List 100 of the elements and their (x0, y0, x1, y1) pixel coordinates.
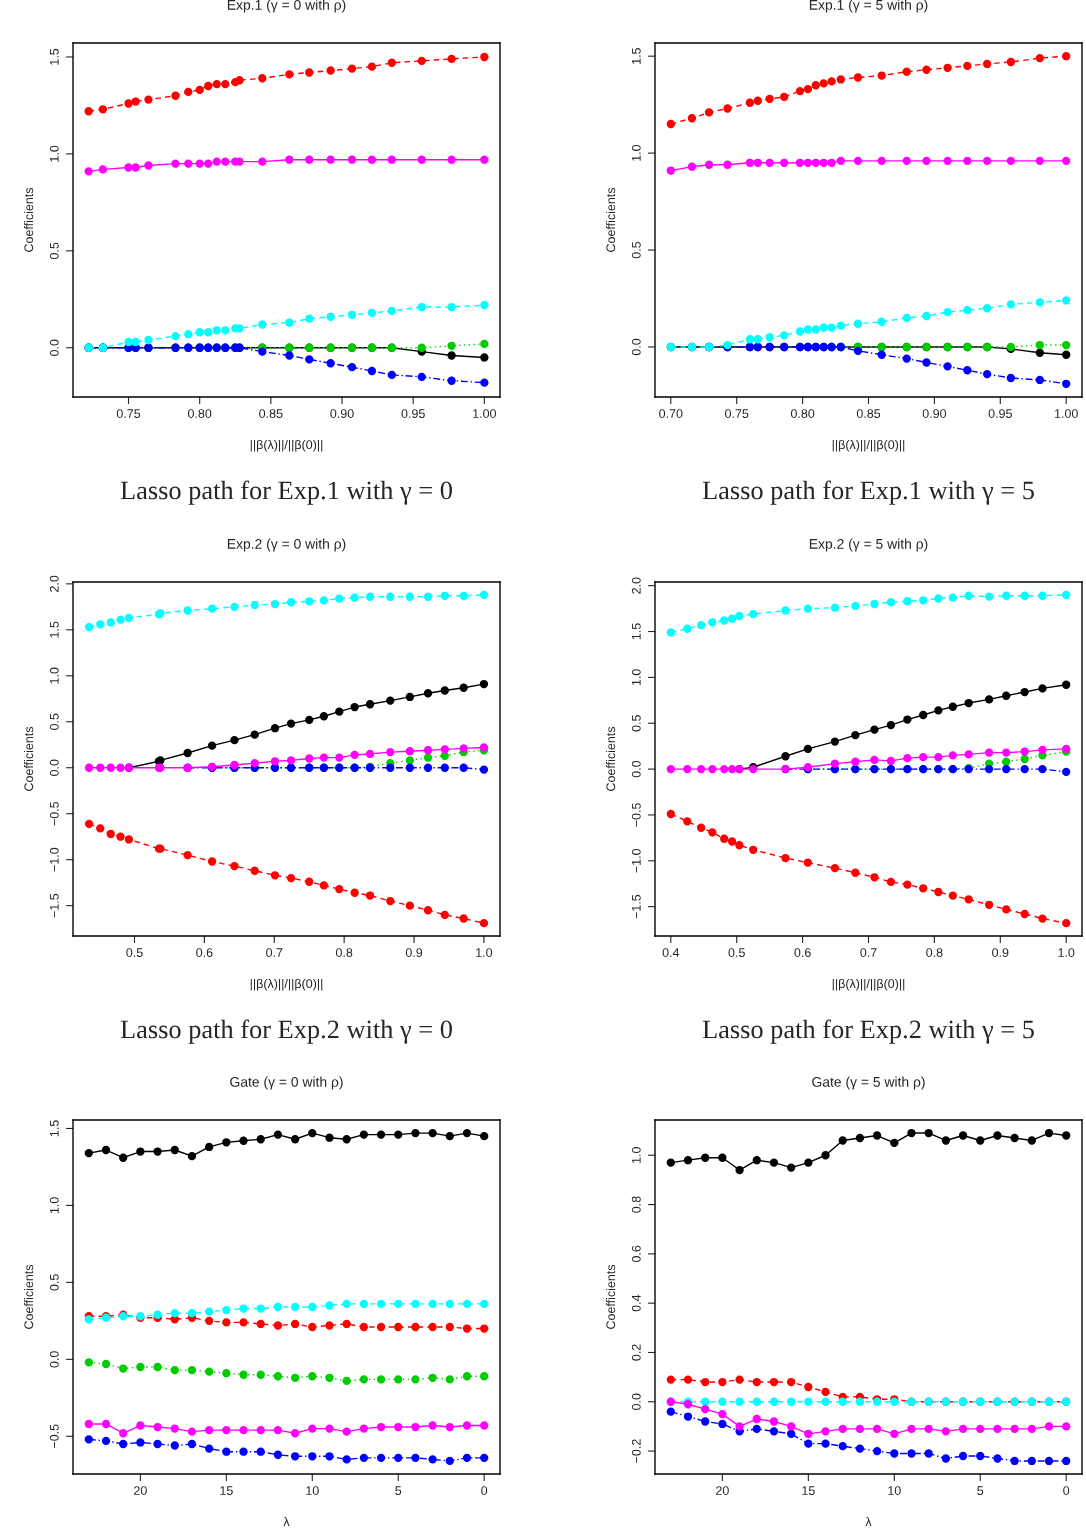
point (365, 700, 375, 709)
point (1035, 53, 1044, 63)
point (480, 300, 489, 310)
point (116, 832, 125, 841)
x-tick-label: 1.00 (473, 409, 497, 418)
point (106, 618, 115, 627)
point (984, 748, 994, 757)
point (727, 614, 737, 623)
point (830, 603, 840, 612)
y-tick-label: 1.0 (49, 145, 59, 162)
point (749, 609, 758, 619)
point (270, 871, 280, 880)
point (855, 1444, 865, 1453)
point (462, 1372, 472, 1381)
point (405, 692, 415, 702)
point (405, 756, 415, 765)
point (963, 156, 972, 166)
point (976, 1424, 985, 1434)
point (480, 1372, 489, 1381)
point (171, 91, 180, 100)
point (890, 1138, 899, 1148)
point (1035, 298, 1044, 307)
point (376, 1453, 386, 1462)
point (423, 763, 433, 772)
point (1010, 1424, 1019, 1434)
point (204, 328, 213, 337)
point (903, 753, 912, 763)
point (1062, 1131, 1071, 1140)
point (462, 1299, 472, 1309)
point (212, 79, 221, 89)
y-tick-label: 0.0 (49, 1351, 59, 1368)
x-tick-label: 1.0 (1058, 948, 1075, 957)
x-axis-title: λ (283, 1516, 290, 1526)
point (870, 755, 879, 765)
point (367, 62, 377, 71)
text: Lasso path for Exp.1 with γ = 0 (120, 480, 452, 505)
point (187, 1439, 197, 1449)
point (325, 1452, 334, 1461)
y-tick-label: 1.5 (632, 623, 641, 640)
point (830, 863, 840, 873)
point (325, 1424, 334, 1433)
point (273, 1425, 283, 1435)
point (851, 730, 860, 740)
point (1062, 340, 1071, 350)
point (1035, 156, 1044, 166)
point (853, 346, 863, 356)
y-tick-label: 2.0 (631, 577, 641, 594)
chart-title: Exp.2 (γ = 5 with ρ) (809, 538, 928, 552)
point (183, 850, 192, 860)
point (428, 1421, 437, 1430)
point (171, 159, 180, 168)
point (428, 1299, 437, 1309)
point (666, 1407, 675, 1416)
point (136, 1421, 145, 1430)
point (769, 1417, 779, 1426)
point (718, 1153, 727, 1162)
y-tick-label: −0.5 (631, 803, 641, 827)
point (683, 624, 692, 633)
point (411, 1322, 420, 1332)
point (934, 706, 943, 715)
point (319, 881, 329, 890)
point (1062, 1422, 1071, 1431)
point (934, 594, 943, 603)
point (919, 710, 928, 720)
point (411, 1422, 420, 1432)
point (285, 351, 294, 360)
point (1062, 680, 1071, 689)
point (101, 1145, 111, 1155)
point (98, 105, 108, 114)
point (239, 1136, 248, 1145)
point (184, 87, 193, 97)
point (195, 159, 204, 168)
point (708, 764, 717, 774)
y-tick-label: −0.2 (631, 1439, 641, 1463)
x-axis-title: λ (865, 1516, 872, 1526)
point (1038, 914, 1047, 923)
point (903, 715, 912, 724)
point (285, 155, 294, 164)
point (350, 702, 359, 712)
point (708, 828, 717, 837)
x-tick-label: 0.5 (126, 948, 143, 957)
point (803, 604, 813, 613)
x-tick-label: 0.6 (196, 948, 213, 957)
point (239, 1447, 248, 1456)
x-tick-label: 15 (802, 1486, 815, 1495)
point (480, 1324, 489, 1333)
point (1006, 300, 1015, 309)
point (84, 763, 94, 772)
point (445, 1375, 454, 1384)
point (394, 1375, 403, 1384)
point (821, 1397, 830, 1406)
point (666, 628, 675, 637)
point (459, 591, 468, 600)
point (84, 167, 93, 176)
point (183, 748, 192, 758)
point (803, 84, 813, 94)
point (423, 689, 433, 698)
point (941, 1454, 951, 1463)
y-axis-title: Coefficients (24, 1264, 34, 1329)
point (440, 910, 449, 920)
